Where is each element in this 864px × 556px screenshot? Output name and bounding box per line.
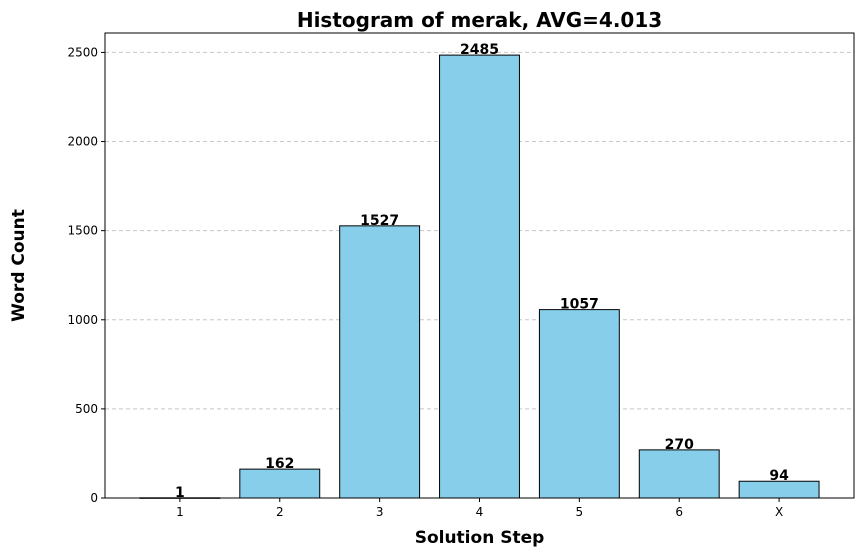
bar — [439, 54, 520, 499]
y-axis-label: Word Count — [9, 209, 29, 322]
y-tick-label: 500 — [75, 402, 98, 416]
chart-title: Histogram of merak, AVG=4.013 — [297, 8, 662, 32]
x-tick-label: 6 — [675, 505, 683, 519]
bar — [638, 449, 720, 499]
bar — [538, 309, 620, 499]
bar-value-label: 1 — [175, 485, 185, 501]
bar-value-label: 1527 — [360, 213, 399, 229]
bar — [239, 468, 321, 499]
y-tick-label: 2000 — [67, 135, 98, 149]
x-tick-label: X — [775, 505, 783, 519]
x-tick-label: 1 — [176, 505, 184, 519]
bar — [339, 225, 421, 499]
bar-value-label: 1057 — [560, 297, 599, 313]
x-tick-label: 4 — [476, 505, 484, 519]
x-axis-label: Solution Step — [415, 528, 545, 548]
y-tick-label: 2500 — [67, 45, 98, 59]
y-tick-label: 1500 — [67, 224, 98, 238]
bar-value-label: 94 — [769, 468, 789, 484]
y-axis-ticks: 0 500 1000 1500 2000 2500 — [67, 45, 105, 505]
x-axis-ticks: 1 2 3 4 5 6 X — [176, 498, 783, 519]
bar-value-label: 270 — [665, 437, 694, 453]
x-tick-label: 2 — [276, 505, 284, 519]
x-tick-label: 5 — [576, 505, 584, 519]
y-tick-label: 0 — [90, 491, 98, 505]
data-labels: 1 162 1527 2485 1057 270 94 — [175, 42, 789, 501]
bar-value-label: 2485 — [460, 42, 499, 58]
x-tick-label: 3 — [376, 505, 384, 519]
y-tick-label: 1000 — [67, 313, 98, 327]
bars — [139, 54, 820, 499]
bar-value-label: 162 — [265, 456, 294, 472]
